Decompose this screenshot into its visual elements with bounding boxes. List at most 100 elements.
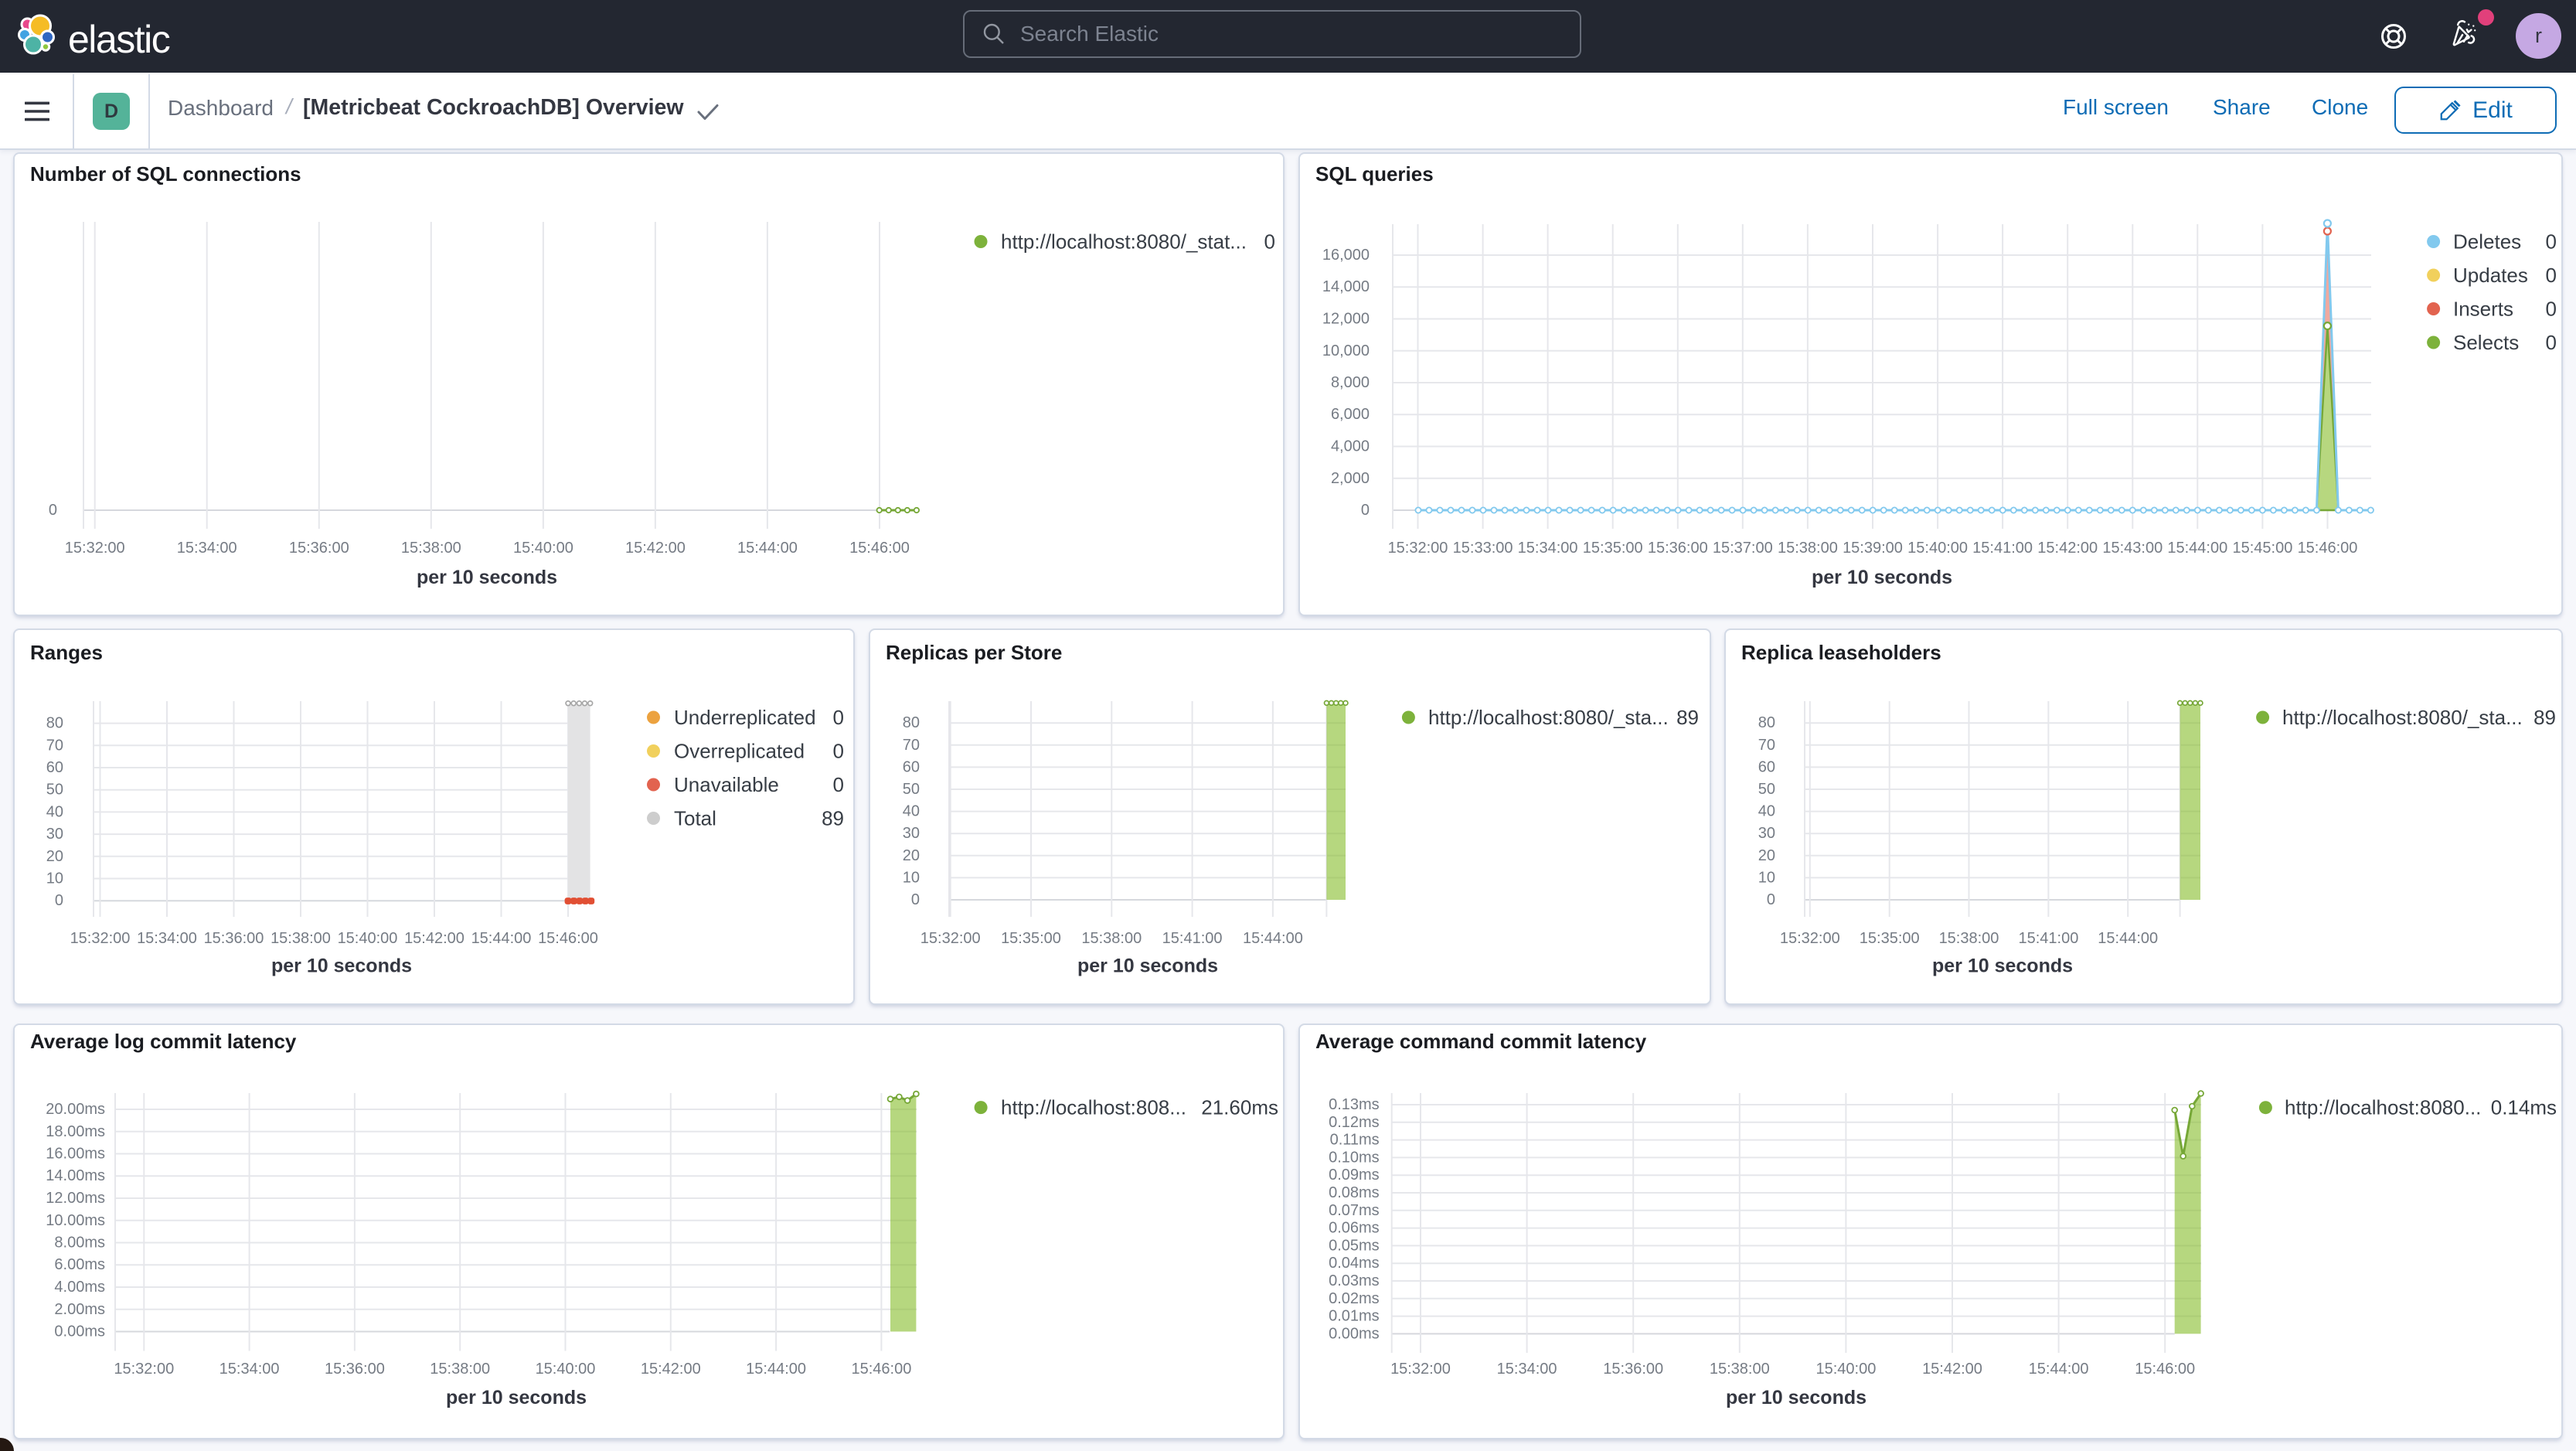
- svg-text:15:36:00: 15:36:00: [204, 930, 264, 947]
- svg-text:70: 70: [46, 737, 63, 754]
- svg-text:15:32:00: 15:32:00: [1390, 1361, 1451, 1378]
- svg-text:21.60ms: 21.60ms: [1201, 1096, 1278, 1119]
- svg-text:20: 20: [903, 847, 920, 864]
- svg-text:15:44:00: 15:44:00: [2167, 540, 2227, 557]
- svg-text:15:42:00: 15:42:00: [2037, 540, 2098, 557]
- svg-text:2.00ms: 2.00ms: [54, 1301, 105, 1318]
- svg-text:12.00ms: 12.00ms: [46, 1190, 105, 1207]
- svg-text:15:38:00: 15:38:00: [1081, 930, 1142, 947]
- svg-text:15:42:00: 15:42:00: [625, 540, 686, 557]
- svg-text:15:41:00: 15:41:00: [1972, 540, 2033, 557]
- svg-text:http://localhost:8080/_stat...: http://localhost:8080/_stat...: [1001, 230, 1247, 254]
- svg-text:2,000: 2,000: [1331, 470, 1370, 487]
- svg-text:15:34:00: 15:34:00: [1518, 540, 1578, 557]
- svg-text:0.13ms: 0.13ms: [1329, 1096, 1380, 1113]
- svg-text:per 10 seconds: per 10 seconds: [271, 955, 412, 977]
- svg-text:15:46:00: 15:46:00: [2298, 540, 2358, 557]
- svg-text:15:36:00: 15:36:00: [289, 540, 349, 557]
- svg-text:15:42:00: 15:42:00: [404, 930, 464, 947]
- svg-text:15:44:00: 15:44:00: [471, 930, 532, 947]
- svg-text:0.06ms: 0.06ms: [1329, 1220, 1380, 1237]
- svg-text:Selects: Selects: [2453, 331, 2519, 354]
- svg-text:15:34:00: 15:34:00: [137, 930, 197, 947]
- svg-text:15:38:00: 15:38:00: [430, 1361, 490, 1378]
- svg-text:15:46:00: 15:46:00: [2135, 1361, 2195, 1378]
- svg-text:http://localhost:8080...: http://localhost:8080...: [2285, 1096, 2481, 1119]
- svg-text:15:36:00: 15:36:00: [1603, 1361, 1663, 1378]
- svg-text:50: 50: [1758, 781, 1775, 798]
- svg-text:15:34:00: 15:34:00: [177, 540, 237, 557]
- svg-text:15:38:00: 15:38:00: [401, 540, 461, 557]
- svg-text:15:40:00: 15:40:00: [338, 930, 398, 947]
- svg-text:Average log commit latency: Average log commit latency: [30, 1030, 297, 1053]
- svg-text:50: 50: [903, 781, 920, 798]
- svg-text:80: 80: [46, 715, 63, 732]
- svg-text:15:44:00: 15:44:00: [737, 540, 798, 557]
- svg-text:15:39:00: 15:39:00: [1843, 540, 1903, 557]
- svg-text:0.04ms: 0.04ms: [1329, 1255, 1380, 1272]
- svg-text:http://localhost:808...: http://localhost:808...: [1001, 1096, 1186, 1119]
- svg-text:60: 60: [1758, 758, 1775, 775]
- svg-text:0.01ms: 0.01ms: [1329, 1308, 1380, 1325]
- svg-text:0.07ms: 0.07ms: [1329, 1202, 1380, 1219]
- svg-text:70: 70: [1758, 737, 1775, 754]
- svg-text:15:46:00: 15:46:00: [538, 930, 598, 947]
- svg-text:0: 0: [2546, 230, 2557, 254]
- svg-text:4.00ms: 4.00ms: [54, 1279, 105, 1296]
- svg-text:Replica leaseholders: Replica leaseholders: [1741, 641, 1941, 664]
- svg-text:30: 30: [46, 826, 63, 843]
- svg-text:0.00ms: 0.00ms: [1329, 1325, 1380, 1342]
- svg-text:0.09ms: 0.09ms: [1329, 1167, 1380, 1184]
- svg-text:20: 20: [46, 848, 63, 865]
- svg-text:15:44:00: 15:44:00: [2098, 930, 2158, 947]
- svg-text:15:40:00: 15:40:00: [1907, 540, 1968, 557]
- svg-text:15:40:00: 15:40:00: [513, 540, 573, 557]
- svg-text:0.03ms: 0.03ms: [1329, 1272, 1380, 1289]
- svg-text:15:38:00: 15:38:00: [1778, 540, 1838, 557]
- svg-text:15:36:00: 15:36:00: [325, 1361, 385, 1378]
- svg-text:15:32:00: 15:32:00: [920, 930, 981, 947]
- svg-text:0.05ms: 0.05ms: [1329, 1237, 1380, 1254]
- svg-text:0.14ms: 0.14ms: [2491, 1096, 2557, 1119]
- svg-text:15:41:00: 15:41:00: [2018, 930, 2078, 947]
- svg-text:0: 0: [2546, 331, 2557, 354]
- svg-text:15:34:00: 15:34:00: [1497, 1361, 1557, 1378]
- svg-text:15:44:00: 15:44:00: [746, 1361, 806, 1378]
- svg-text:15:41:00: 15:41:00: [1162, 930, 1223, 947]
- svg-text:Inserts: Inserts: [2453, 298, 2513, 321]
- svg-text:15:34:00: 15:34:00: [219, 1361, 280, 1378]
- svg-text:0.12ms: 0.12ms: [1329, 1114, 1380, 1131]
- svg-text:per 10 seconds: per 10 seconds: [1812, 567, 1952, 588]
- svg-text:Average command commit latency: Average command commit latency: [1315, 1030, 1647, 1053]
- svg-text:70: 70: [903, 737, 920, 754]
- svg-text:0: 0: [833, 773, 844, 796]
- svg-text:14,000: 14,000: [1322, 278, 1370, 295]
- svg-text:60: 60: [46, 759, 63, 776]
- svg-text:80: 80: [903, 714, 920, 731]
- svg-text:15:42:00: 15:42:00: [1922, 1361, 1982, 1378]
- svg-text:15:46:00: 15:46:00: [851, 1361, 911, 1378]
- svg-text:15:38:00: 15:38:00: [1939, 930, 1999, 947]
- svg-text:0: 0: [55, 892, 63, 909]
- svg-text:80: 80: [1758, 714, 1775, 731]
- svg-text:SQL queries: SQL queries: [1315, 162, 1434, 186]
- svg-text:http://localhost:8080/_sta...: http://localhost:8080/_sta...: [2282, 706, 2523, 729]
- svg-text:40: 40: [46, 803, 63, 820]
- svg-text:15:40:00: 15:40:00: [536, 1361, 596, 1378]
- svg-text:per 10 seconds: per 10 seconds: [417, 567, 557, 588]
- svg-text:0: 0: [2546, 264, 2557, 287]
- svg-text:6.00ms: 6.00ms: [54, 1256, 105, 1273]
- svg-text:8.00ms: 8.00ms: [54, 1235, 105, 1252]
- svg-text:10: 10: [46, 870, 63, 887]
- svg-text:40: 40: [903, 803, 920, 820]
- svg-text:30: 30: [903, 825, 920, 842]
- svg-text:10: 10: [903, 869, 920, 886]
- svg-text:per 10 seconds: per 10 seconds: [1932, 955, 2073, 977]
- svg-text:20: 20: [1758, 847, 1775, 864]
- svg-text:0.08ms: 0.08ms: [1329, 1184, 1380, 1201]
- svg-text:4,000: 4,000: [1331, 438, 1370, 455]
- svg-text:per 10 seconds: per 10 seconds: [1726, 1387, 1866, 1408]
- svg-text:15:32:00: 15:32:00: [70, 930, 131, 947]
- svg-text:0: 0: [2546, 298, 2557, 321]
- svg-text:40: 40: [1758, 803, 1775, 820]
